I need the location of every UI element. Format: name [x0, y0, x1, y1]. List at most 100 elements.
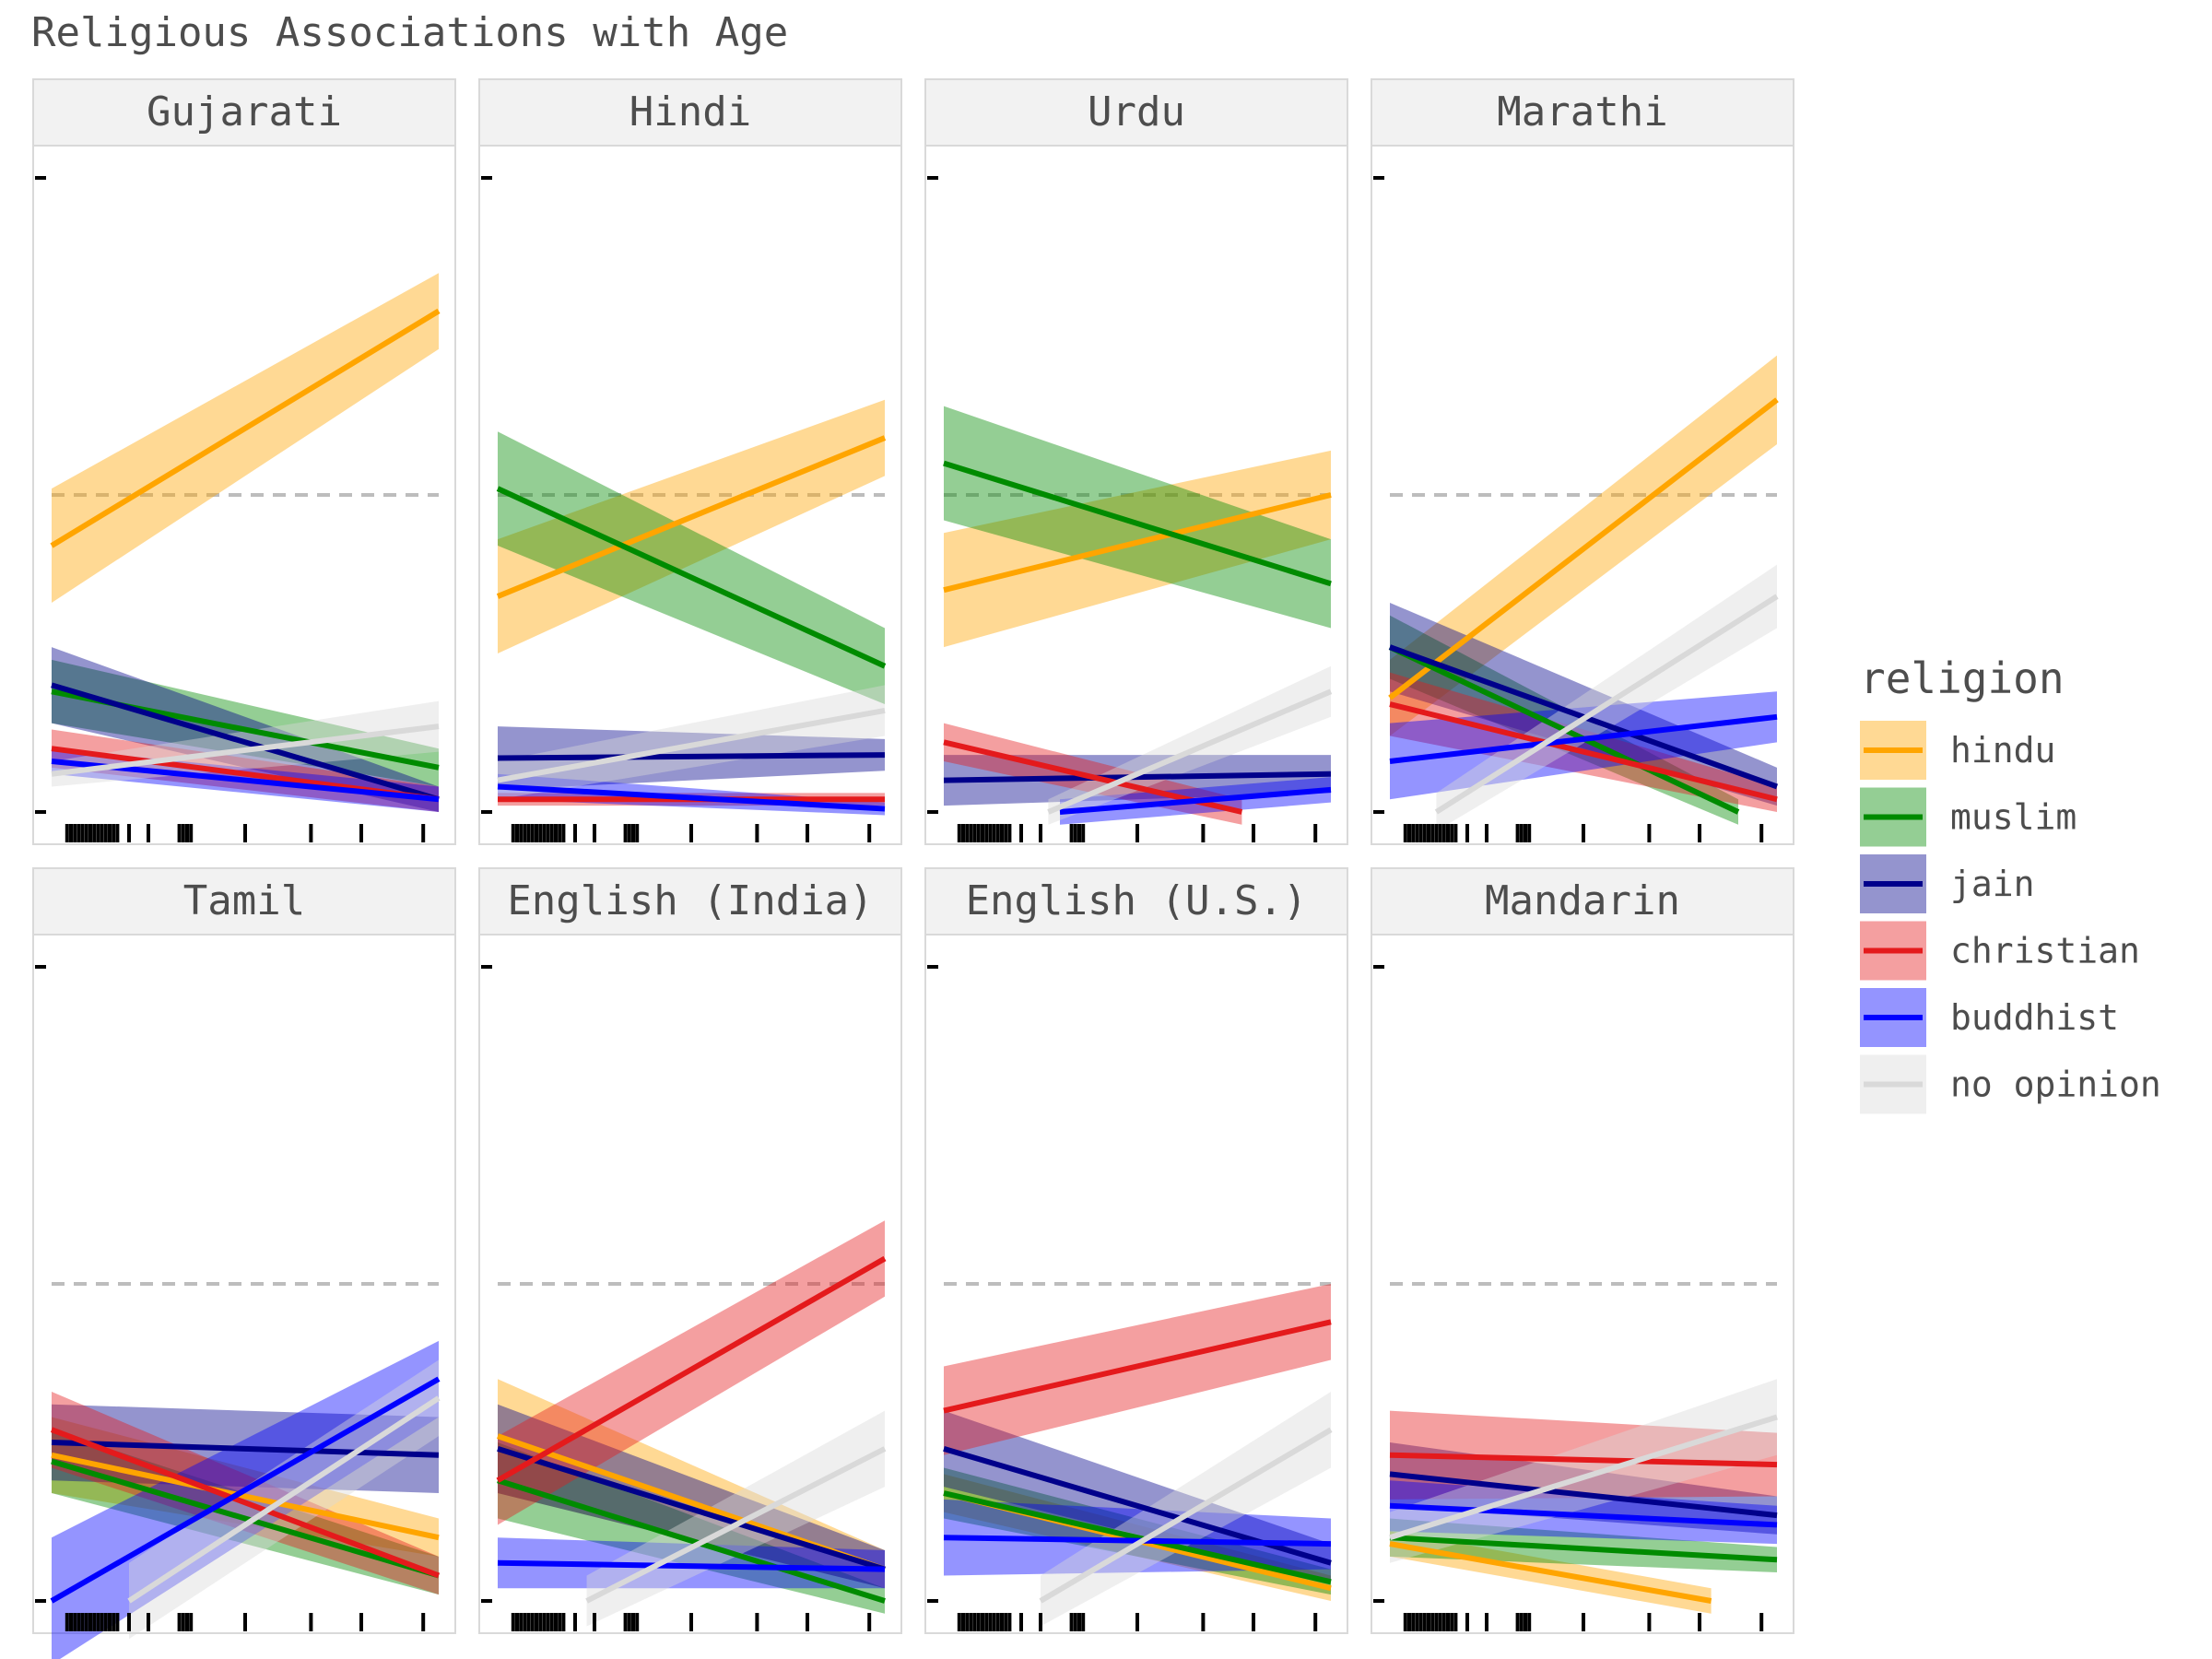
- band-hindu: [944, 450, 1331, 648]
- line-christian: [943, 1319, 1332, 1414]
- legend-label: no opinion: [1950, 1065, 2161, 1105]
- line-jain: [943, 771, 1332, 783]
- line-buddhist: [1389, 713, 1778, 764]
- band-no-opinion: [1436, 564, 1777, 831]
- rug-marks: [511, 824, 872, 842]
- panel-strip-label: English (U.S.): [966, 877, 1308, 924]
- panel-strip: [478, 867, 902, 935]
- line-christian: [1389, 701, 1778, 803]
- legend-item-jain: jain: [1860, 854, 2035, 913]
- band-christian: [944, 1284, 1331, 1455]
- band-christian: [944, 723, 1242, 825]
- line-muslim: [943, 1490, 1332, 1585]
- panel-tamil: Tamil: [32, 867, 456, 1659]
- legend-label: jain: [1950, 864, 2035, 904]
- line-no-opinion: [585, 1446, 887, 1604]
- band-no-opinion: [1390, 1379, 1777, 1563]
- panel-mandarin: Mandarin: [1371, 867, 1794, 1634]
- panel-strip-label: Mandarin: [1485, 877, 1680, 924]
- line-muslim: [1389, 1535, 1778, 1563]
- line-hindu: [50, 308, 441, 548]
- line-hindu: [1389, 1541, 1712, 1604]
- band-jain: [944, 1410, 1331, 1583]
- line-no-opinion: [1389, 1414, 1778, 1541]
- line-muslim: [497, 1477, 886, 1604]
- panel-urdu: Urdu: [924, 78, 1348, 845]
- panel-strip-label: Urdu: [1088, 88, 1185, 135]
- line-buddhist: [50, 1376, 441, 1604]
- line-jain: [51, 682, 440, 803]
- line-christian: [50, 1427, 441, 1579]
- panel-strip: [32, 78, 456, 147]
- rug-marks: [1403, 1613, 1764, 1631]
- panel-strip-label: Tamil: [183, 877, 305, 924]
- facet-panels: Gujarati Hindi Urdu Marathi Tamil English (In…: [32, 78, 1794, 1659]
- line-no-opinion: [1047, 688, 1333, 815]
- line-no-opinion: [1039, 1427, 1333, 1604]
- band-buddhist: [1390, 691, 1777, 800]
- line-no-opinion: [51, 724, 440, 777]
- band-christian: [1390, 1410, 1777, 1500]
- panel-strip-label: Marathi: [1497, 88, 1667, 135]
- legend-item-muslim: muslim: [1860, 787, 2077, 847]
- panel-strip: [1371, 867, 1794, 935]
- panel-english-india: English (India): [478, 867, 902, 1634]
- line-buddhist: [1059, 786, 1332, 815]
- rug-marks: [65, 1613, 426, 1631]
- band-no-opinion: [498, 685, 885, 800]
- line-hindu: [1388, 397, 1779, 700]
- line-jain: [497, 1446, 886, 1572]
- band-jain: [1390, 602, 1777, 806]
- legend-title: religion: [1860, 653, 2065, 703]
- line-jain: [1389, 1471, 1778, 1519]
- line-buddhist: [497, 783, 886, 812]
- legend-item-no-opinion: no opinion: [1860, 1054, 2161, 1114]
- line-no-opinion: [497, 707, 886, 783]
- rug-marks: [65, 824, 426, 842]
- line-muslim: [943, 460, 1332, 587]
- legend-label: hindu: [1950, 730, 2055, 771]
- line-hindu: [496, 435, 887, 599]
- legend-label: christian: [1950, 931, 2140, 971]
- line-buddhist: [1389, 1502, 1778, 1528]
- legend-item-hindu: hindu: [1860, 721, 2055, 780]
- rug-marks: [511, 1613, 872, 1631]
- panel-strip-label: English (India): [507, 877, 873, 924]
- legend-label: muslim: [1950, 797, 2077, 838]
- legend-label: buddhist: [1950, 997, 2119, 1038]
- panel-gujarati: Gujarati: [32, 78, 456, 845]
- chart-title: Religious Associations with Age: [31, 9, 788, 56]
- line-hindu: [51, 1452, 440, 1541]
- panel-marathi: Marathi: [1371, 78, 1794, 845]
- band-buddhist: [1390, 1480, 1777, 1545]
- rug-marks: [957, 824, 1318, 842]
- panel-hindi: Hindi: [478, 78, 902, 845]
- legend-item-buddhist: buddhist: [1860, 988, 2119, 1047]
- band-jain: [498, 1404, 885, 1589]
- rug-marks: [1403, 824, 1764, 842]
- line-christian: [1389, 1452, 1778, 1468]
- line-muslim: [496, 486, 887, 669]
- panel-strip-label: Gujarati: [147, 88, 342, 135]
- band-muslim: [944, 406, 1331, 629]
- legend-item-christian: christian: [1860, 921, 2140, 981]
- panel-strip-label: Hindi: [629, 88, 751, 135]
- band-muslim: [52, 1430, 439, 1595]
- line-no-opinion: [1434, 594, 1779, 815]
- panel-strip: [478, 78, 902, 147]
- panel-strip: [32, 867, 456, 935]
- rug-marks: [957, 1613, 1318, 1631]
- line-hindu: [943, 492, 1332, 594]
- band-no-opinion: [1041, 1391, 1331, 1627]
- line-jain: [51, 1440, 440, 1458]
- line-christian: [496, 1255, 887, 1483]
- line-muslim: [51, 1458, 440, 1579]
- band-hindu: [498, 399, 885, 653]
- band-hindu: [52, 273, 439, 603]
- band-muslim: [52, 659, 439, 787]
- band-muslim: [498, 431, 885, 705]
- line-buddhist: [497, 1559, 886, 1572]
- panel-strip: [924, 78, 1348, 147]
- line-jain: [497, 752, 886, 761]
